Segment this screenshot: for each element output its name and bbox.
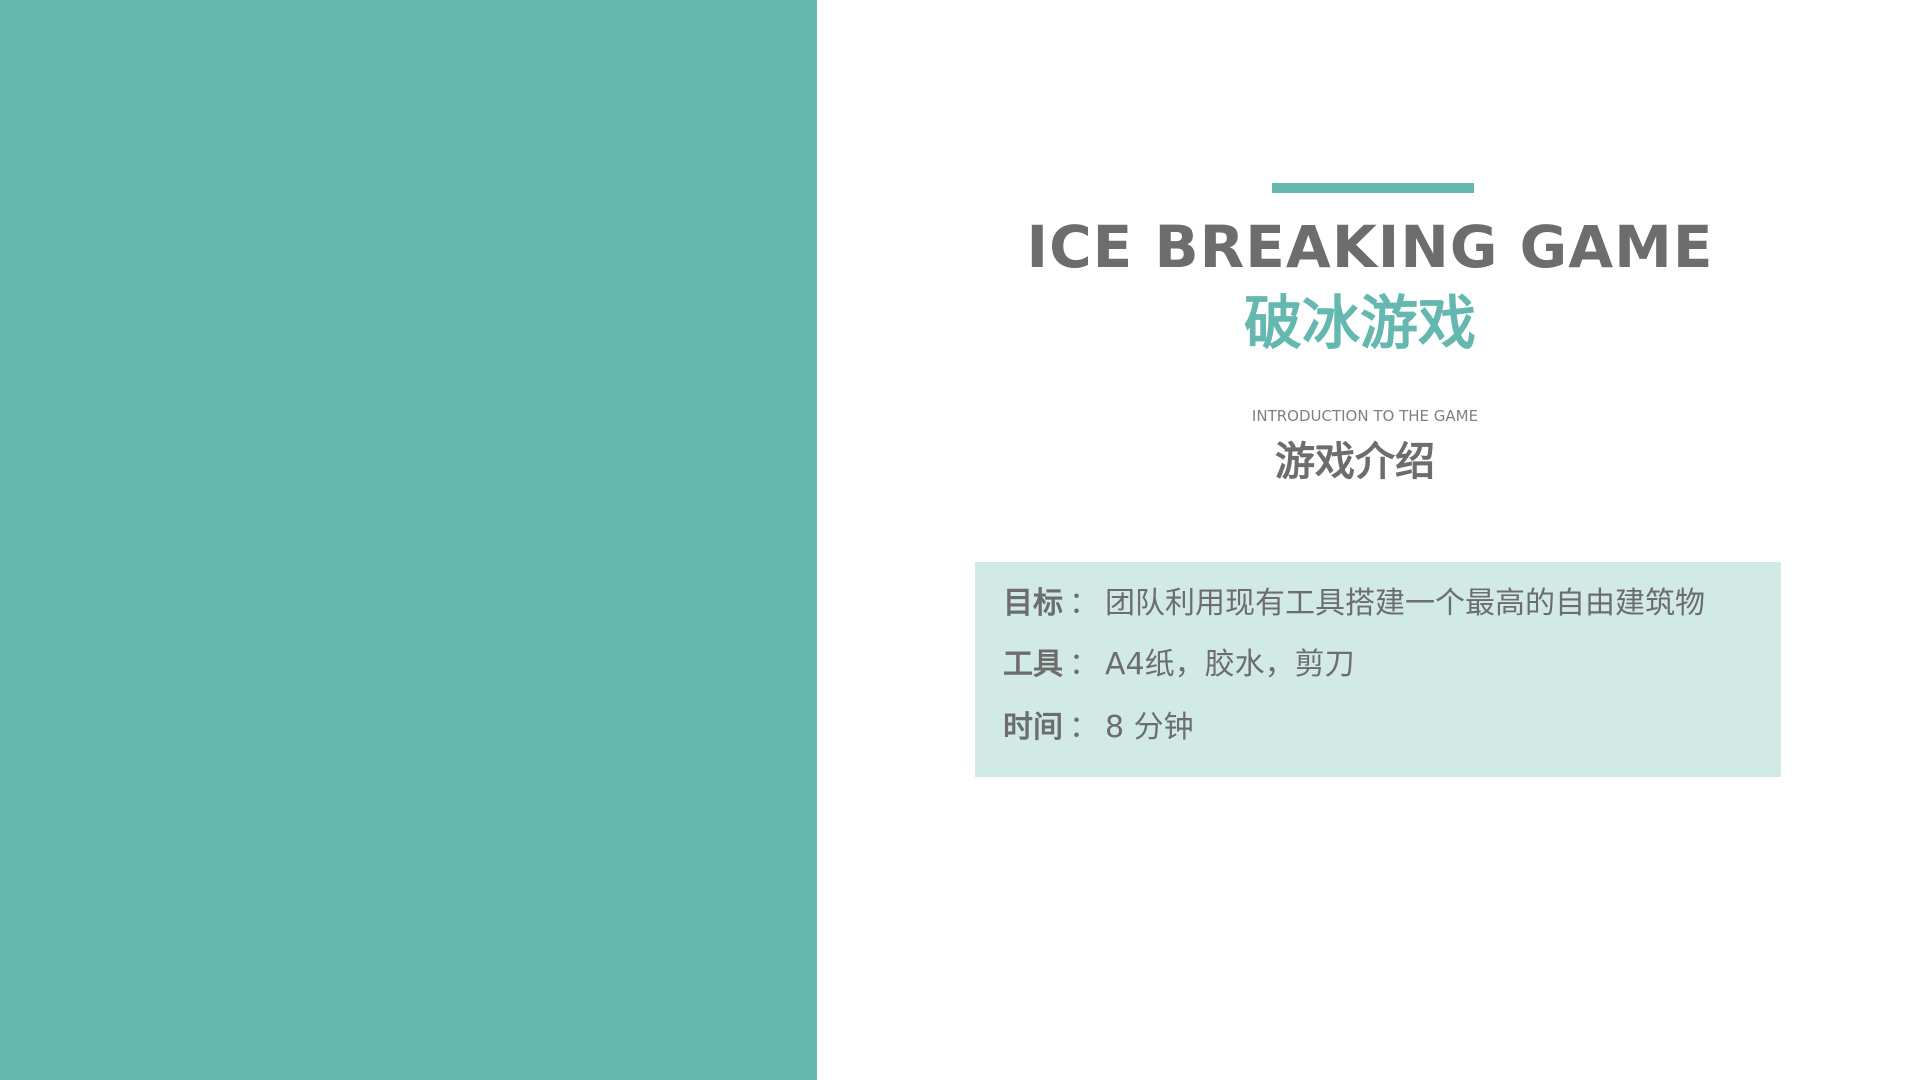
info-value-time: 8 分钟 — [1105, 710, 1194, 745]
info-separator: ： — [1069, 710, 1099, 745]
subtitle-chinese: 游戏介绍 — [1275, 439, 1435, 485]
info-value-tools: A4纸，胶水，剪刀 — [1105, 647, 1355, 682]
info-value-goal: 团队利用现有工具搭建一个最高的自由建筑物 — [1105, 586, 1705, 621]
info-separator: ： — [1069, 647, 1099, 682]
info-row-tools: 工具： A4纸，胶水，剪刀 — [1003, 645, 1753, 685]
title-accent-bar — [1272, 183, 1474, 193]
info-key-tools: 工具 — [1003, 647, 1063, 682]
subtitle-english: INTRODUCTION TO THE GAME — [1251, 407, 1479, 425]
info-key-time: 时间 — [1003, 710, 1063, 745]
info-key-goal: 目标 — [1003, 586, 1063, 621]
info-row-time: 时间： 8 分钟 — [1003, 708, 1753, 748]
game-info-box: 目标：团队利用现有工具搭建一个最高的自由建筑物 工具： A4纸，胶水，剪刀 时间：… — [975, 562, 1781, 777]
info-row-goal: 目标：团队利用现有工具搭建一个最高的自由建筑物 — [1003, 584, 1753, 624]
title-chinese: 破冰游戏 — [1243, 289, 1476, 357]
title-english: ICE BREAKING GAME — [1026, 213, 1714, 281]
left-color-panel — [0, 0, 817, 1080]
info-separator: ： — [1069, 586, 1099, 621]
